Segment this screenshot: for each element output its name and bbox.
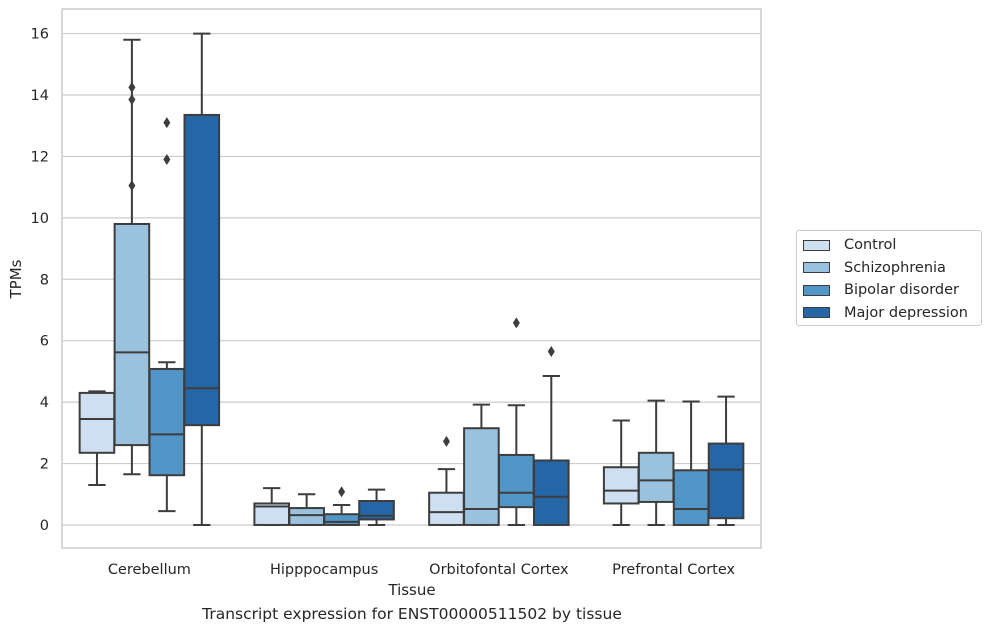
x-tick-label: Prefrontal Cortex	[612, 562, 735, 578]
legend-item-schizophrenia: Schizophrenia	[803, 259, 946, 277]
legend-item-bipolar-disorder: Bipolar disorder	[803, 281, 959, 299]
y-tick-labels: 0 2 4 6 8 10 12 14 16	[31, 27, 49, 534]
box-bipolar-disorder	[323, 486, 360, 526]
box-control	[253, 487, 291, 526]
legend-item-control: Control	[803, 236, 896, 254]
box-schizophrenia	[463, 403, 500, 526]
y-tick-label: 8	[40, 272, 49, 288]
legend-item-major-depression: Major depression	[803, 304, 968, 322]
box-major-depression	[358, 488, 395, 526]
box-iqr	[532, 459, 570, 526]
box-major-depression	[532, 345, 570, 526]
box-bipolar-disorder	[148, 117, 186, 513]
box-major-depression	[183, 32, 221, 526]
box-schizophrenia	[288, 493, 325, 526]
x-tick-labels: Cerebellum Hipppocampus Orbitofontal Corte…	[108, 562, 736, 578]
box-control	[428, 435, 465, 526]
legend-label-control: Control	[844, 237, 897, 253]
legend-label-major-depression: Major depression	[844, 304, 968, 321]
box-iqr	[463, 427, 500, 526]
outlier-point	[512, 317, 520, 329]
y-axis-label: TPMs	[7, 259, 25, 299]
box-iqr	[672, 469, 710, 526]
y-tick-label: 6	[40, 334, 49, 350]
chart-caption: Transcript expression for ENST0000051150…	[202, 605, 622, 623]
y-tick-label: 14	[31, 88, 49, 104]
x-axis-label: Tissue	[387, 581, 435, 599]
box-iqr	[288, 507, 325, 526]
y-tick-label: 0	[40, 518, 49, 534]
box-iqr	[148, 367, 186, 477]
outlier-point	[442, 435, 450, 447]
box-series	[78, 32, 745, 526]
box-schizophrenia	[113, 38, 151, 476]
box-iqr	[637, 451, 675, 503]
y-tick-label: 16	[31, 27, 49, 43]
x-tick-label: Orbitofontal Cortex	[429, 562, 569, 578]
legend-swatch-control	[803, 239, 830, 251]
x-tick-label: Cerebellum	[108, 562, 191, 578]
y-tick-label: 10	[31, 211, 49, 227]
box-control	[78, 390, 116, 487]
box-schizophrenia	[637, 399, 675, 526]
legend-label-bipolar-disorder: Bipolar disorder	[844, 282, 959, 298]
box-iqr	[183, 113, 221, 427]
box-iqr	[78, 391, 116, 454]
outlier-point	[128, 94, 136, 106]
box-iqr	[602, 466, 640, 505]
box-iqr	[428, 491, 465, 526]
y-tick-label: 12	[31, 149, 49, 165]
outlier-point	[128, 81, 136, 93]
outlier-point	[338, 486, 346, 498]
box-bipolar-disorder	[498, 317, 535, 526]
legend: Control Schizophrenia Bipolar disorder M…	[796, 230, 982, 326]
box-control	[602, 419, 640, 526]
plot-frame	[61, 8, 762, 549]
outlier-point	[163, 153, 171, 165]
box-iqr	[707, 442, 745, 520]
x-tick-label: Hipppocampus	[270, 562, 378, 578]
box-iqr	[323, 513, 360, 526]
legend-swatch-bipolar-disorder	[803, 284, 830, 296]
box-iqr	[498, 453, 535, 509]
y-tick-label: 2	[40, 457, 49, 473]
outlier-point	[128, 180, 136, 192]
box-major-depression	[707, 395, 745, 526]
legend-swatch-major-depression	[803, 307, 830, 318]
legend-label-schizophrenia: Schizophrenia	[844, 259, 946, 276]
y-tick-label: 4	[40, 395, 49, 411]
outlier-point	[547, 345, 555, 357]
outlier-point	[163, 117, 171, 129]
box-iqr	[113, 222, 151, 447]
legend-swatch-schizophrenia	[803, 262, 830, 273]
